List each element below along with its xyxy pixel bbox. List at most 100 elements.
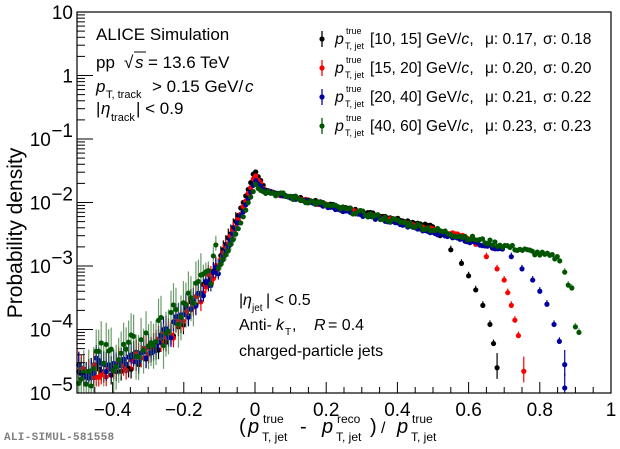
marker [253, 173, 259, 179]
svg-text:η: η [243, 292, 252, 309]
legend-sigma: σ: 0.22 [543, 89, 591, 106]
data-point [126, 320, 132, 366]
data-point [515, 331, 522, 339]
svg-text:p: p [321, 416, 333, 438]
data-point [235, 226, 241, 232]
marker [537, 288, 543, 294]
svg-text:c: c [461, 31, 469, 48]
axis-ticks [76, 11, 612, 394]
marker [230, 236, 236, 243]
marker [487, 321, 493, 328]
data-point [554, 253, 560, 260]
svg-text:,: , [469, 89, 473, 106]
data-point [233, 224, 239, 240]
svg-text:p: p [334, 118, 344, 135]
data-point [108, 327, 114, 373]
data-point [208, 274, 214, 290]
marker [243, 207, 249, 213]
marker [150, 342, 157, 349]
data-point [250, 189, 256, 195]
data-point [150, 323, 157, 369]
marker [138, 337, 144, 343]
marker [245, 200, 251, 206]
data-point [91, 347, 97, 393]
marker [549, 251, 555, 258]
data-point [138, 317, 144, 363]
marker [562, 269, 568, 275]
y-tick-label: −310 [30, 248, 73, 278]
x-tick-label: −0.2 [165, 400, 203, 421]
x-tick-label: 0 [250, 400, 261, 421]
legend-marker [319, 94, 325, 100]
data-point [487, 320, 493, 328]
marker [572, 324, 579, 330]
marker [487, 237, 493, 243]
svg-text:p: p [334, 89, 344, 106]
legend-range: [40, 60] GeV/ [370, 118, 462, 135]
marker [484, 241, 491, 247]
marker [121, 341, 127, 347]
data-point [549, 251, 555, 258]
y-tick-label: 10 [52, 3, 73, 24]
marker [190, 300, 197, 306]
marker [185, 290, 192, 296]
data-point [243, 207, 249, 213]
data-point [480, 301, 486, 308]
marker [91, 366, 97, 372]
svg-text:T, jet: T, jet [262, 430, 288, 444]
marker [556, 338, 562, 344]
data-point [215, 258, 221, 274]
svg-text:−3: −3 [51, 248, 73, 269]
marker [375, 212, 381, 218]
marker [126, 339, 132, 345]
svg-text:T, jet: T, jet [345, 70, 365, 80]
marker [235, 226, 241, 232]
annotation-jet-type: charged-particle jets [239, 343, 383, 360]
marker [160, 342, 167, 349]
data-point [544, 300, 550, 307]
annotation-alice-simulation: ALICE Simulation [96, 25, 229, 44]
marker [250, 189, 256, 195]
data-point [111, 348, 117, 393]
marker [521, 368, 527, 374]
marker [565, 282, 571, 288]
data-point [360, 208, 366, 214]
data-point [551, 320, 557, 328]
marker [562, 385, 568, 391]
marker [233, 231, 239, 237]
data-point [569, 283, 575, 291]
marker [188, 295, 194, 301]
data-point [253, 173, 259, 179]
marker [101, 360, 107, 366]
svg-text:T, jet: T, jet [345, 128, 365, 138]
data-point [223, 245, 229, 261]
marker [492, 239, 498, 245]
legend-marker [319, 65, 325, 71]
data-point [123, 327, 129, 373]
marker [225, 248, 231, 254]
marker [111, 368, 117, 374]
marker [140, 347, 147, 353]
data-point [248, 194, 254, 200]
marker [551, 321, 557, 328]
marker [544, 301, 550, 307]
x-tick-label: 0.4 [384, 400, 411, 421]
svg-text:|: | [239, 292, 243, 309]
annotation-jet-algorithm: Anti- k T , R = 0.4 [239, 317, 364, 338]
marker [143, 330, 149, 336]
svg-text:-: - [300, 416, 307, 438]
svg-text:,: , [292, 317, 296, 334]
legend-sigma: σ: 0.18 [543, 31, 591, 48]
data-point [572, 322, 579, 330]
marker [143, 355, 149, 361]
data-point [81, 350, 87, 393]
marker [554, 253, 560, 260]
marker [88, 383, 94, 389]
marker [473, 287, 479, 293]
marker [515, 333, 522, 339]
data-point [483, 252, 489, 260]
x-tick-label: 0.2 [313, 400, 339, 421]
marker [382, 214, 388, 220]
marker [494, 365, 500, 371]
marker [213, 242, 219, 248]
